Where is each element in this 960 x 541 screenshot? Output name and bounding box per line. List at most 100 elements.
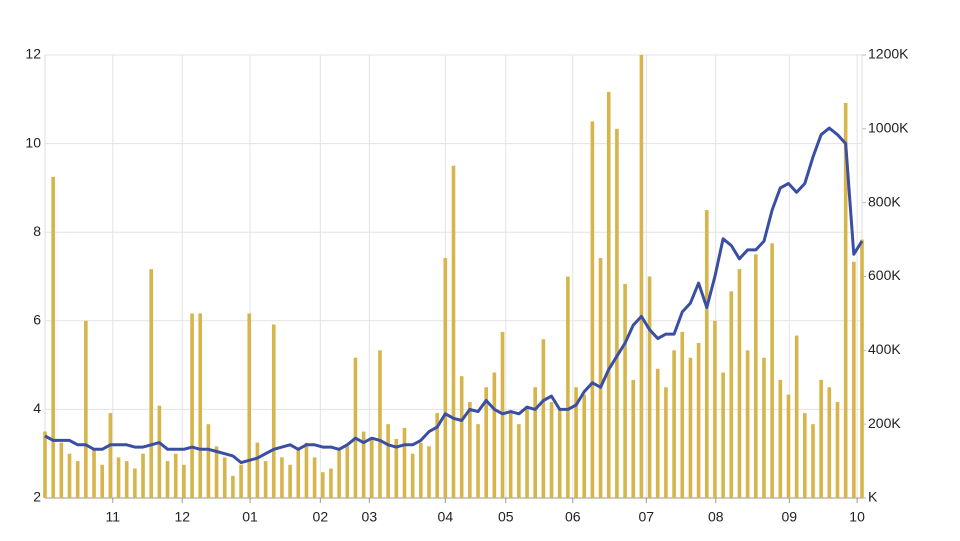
- volume-bar: [378, 350, 382, 498]
- volume-bar: [304, 442, 309, 498]
- volume-bar: [688, 357, 693, 498]
- volume-bar: [280, 457, 284, 498]
- volume-bar: [623, 283, 627, 498]
- volume-bar: [141, 453, 145, 498]
- y-tick-label: 10: [25, 134, 41, 150]
- volume-bar: [402, 427, 407, 498]
- y-tick-label: 8: [33, 223, 41, 239]
- y2-tick-label: 200K: [868, 415, 901, 431]
- volume-bar: [745, 350, 750, 498]
- y2-tick-label: 800K: [868, 193, 901, 209]
- y-tick-label: 2: [33, 489, 41, 505]
- volume-bar: [484, 387, 489, 498]
- volume-bar: [770, 243, 774, 498]
- x-tick-label: 08: [708, 509, 724, 525]
- x-tick-label: 12: [174, 509, 190, 525]
- volume-bar: [165, 461, 170, 498]
- volume-bar: [59, 442, 64, 498]
- volume-bar: [533, 387, 538, 498]
- volume-bar: [92, 450, 96, 498]
- volume-bar: [296, 450, 301, 498]
- x-tick-label: 04: [438, 509, 454, 525]
- volume-bar: [353, 357, 358, 498]
- volume-bar: [124, 461, 129, 498]
- volume-bar: [271, 324, 276, 498]
- volume-bar: [835, 402, 840, 498]
- x-tick-label: 03: [362, 509, 378, 525]
- volume-bar: [476, 424, 480, 498]
- x-tick-label: 05: [498, 509, 514, 525]
- volume-bar: [827, 387, 832, 498]
- volume-bar: [468, 402, 472, 498]
- x-tick-label: 07: [639, 509, 655, 525]
- volume-bar: [508, 413, 513, 498]
- volume-bar: [410, 453, 415, 498]
- volume-bar: [598, 258, 603, 498]
- volume-bar: [860, 239, 864, 499]
- volume-bar: [443, 258, 448, 498]
- volume-bar: [386, 424, 390, 498]
- volume-bar: [427, 446, 431, 498]
- volume-bar: [802, 413, 807, 498]
- volume-bar: [133, 468, 137, 498]
- x-tick-label: 09: [781, 509, 797, 525]
- volume-bar: [606, 91, 611, 499]
- y2-tick-label: K: [868, 489, 878, 505]
- volume-bar: [263, 461, 268, 498]
- volume-bar: [541, 339, 546, 498]
- x-tick-label: 01: [242, 509, 258, 525]
- volume-bar: [655, 368, 660, 498]
- volume-bar: [361, 431, 366, 498]
- volume-bar: [729, 291, 734, 498]
- volume-bar: [525, 405, 529, 498]
- volume-bar: [762, 357, 766, 498]
- volume-bar: [108, 413, 113, 498]
- x-tick-label: 02: [313, 509, 329, 525]
- volume-bar: [214, 446, 219, 498]
- volume-bar: [190, 313, 194, 498]
- y2-tick-label: 600K: [868, 267, 901, 283]
- volume-bar: [574, 387, 578, 498]
- volume-bar: [492, 372, 497, 498]
- volume-bar: [418, 442, 423, 498]
- volume-bar: [664, 387, 668, 498]
- volume-bar: [345, 446, 350, 498]
- volume-bar: [680, 331, 685, 498]
- price-line: [44, 126, 864, 465]
- y-tick-label: 6: [33, 312, 41, 328]
- volume-bar: [647, 276, 652, 498]
- x-tick-label: 10: [849, 509, 865, 525]
- volume-bar: [100, 464, 105, 498]
- volume-bar: [696, 342, 701, 498]
- volume-bar: [157, 405, 162, 498]
- volume-bar: [329, 468, 333, 498]
- volume-bar: [206, 424, 211, 498]
- volume-bar: [753, 254, 758, 498]
- volume-bar: [451, 165, 456, 498]
- x-tick-label: 11: [106, 509, 121, 525]
- volume-bar: [231, 475, 235, 498]
- y2-tick-label: 1200K: [868, 46, 909, 62]
- volume-bar: [247, 313, 252, 498]
- volume-bar: [198, 313, 203, 498]
- volume-bar: [67, 453, 72, 498]
- volume-bar: [582, 394, 587, 498]
- volume-bar: [337, 450, 341, 498]
- volume-bar: [320, 472, 325, 498]
- volume-bar: [672, 350, 676, 498]
- volume-bar: [84, 320, 88, 498]
- volume-bar: [721, 372, 725, 498]
- volume-bar: [557, 409, 562, 498]
- volume-bar: [786, 394, 791, 498]
- volume-bar: [182, 464, 186, 498]
- volume-bar: [549, 402, 554, 498]
- volume-bar: [631, 379, 636, 498]
- volume-bar: [369, 438, 374, 498]
- volume-bar: [778, 379, 783, 498]
- y2-tick-label: 400K: [868, 341, 901, 357]
- volume-bar: [517, 424, 521, 498]
- volume-bar: [794, 335, 799, 498]
- volume-bar: [843, 102, 848, 498]
